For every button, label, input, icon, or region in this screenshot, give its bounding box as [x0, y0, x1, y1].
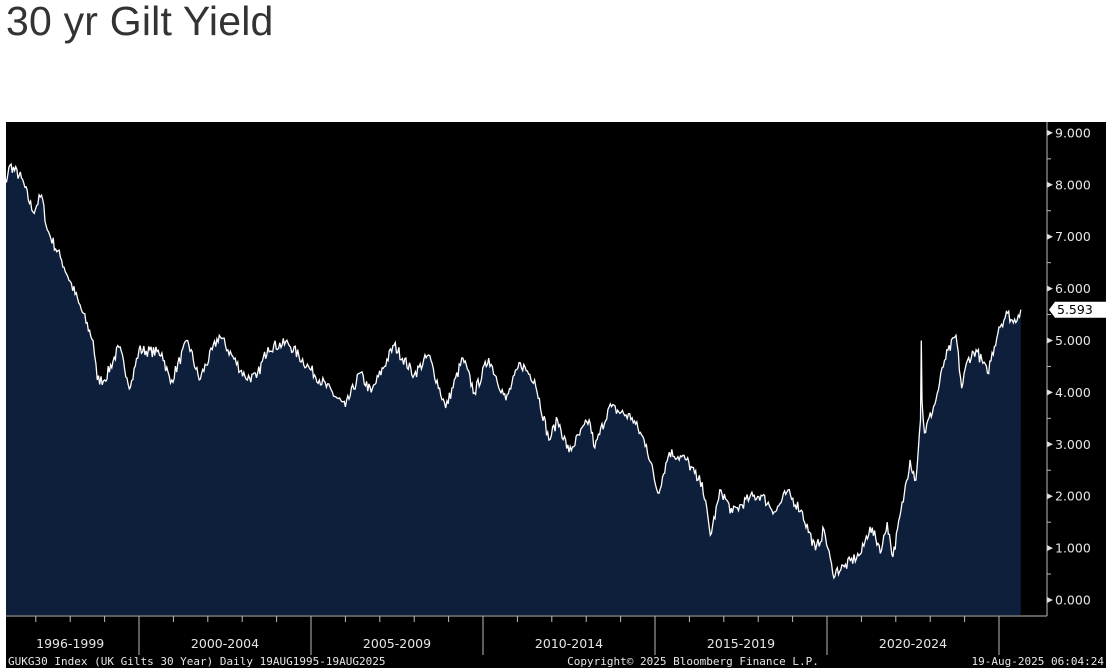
y-tick-label: 8.000	[1055, 177, 1091, 192]
plot-area	[6, 162, 1022, 615]
y-tick-mark	[1047, 597, 1053, 603]
last-value-badge	[1049, 301, 1106, 318]
x-axis: 1996-1999 2000-2004 2005-2009 2010-2014 2015…	[6, 615, 1047, 655]
y-tick-mark	[1047, 129, 1053, 136]
x-period-label: 2015-2019	[707, 636, 775, 651]
y-tick-mark	[1047, 389, 1053, 396]
y-tick-label: 2.000	[1055, 489, 1091, 504]
x-period-label: 2005-2009	[363, 636, 431, 651]
y-tick-mark	[1047, 493, 1053, 500]
y-tick-label: 1.000	[1055, 541, 1091, 556]
y-tick-mark	[1047, 181, 1053, 188]
y-tick-label: 5.000	[1055, 333, 1091, 348]
y-tick-label: 0.000	[1055, 593, 1091, 608]
x-period-label: 2010-2014	[535, 636, 603, 651]
y-tick-mark	[1047, 285, 1053, 292]
x-period-label: 2000-2004	[191, 636, 259, 651]
y-tick-mark	[1047, 545, 1053, 552]
y-tick-mark	[1047, 337, 1053, 344]
footer-copyright: Copyright© 2025 Bloomberg Finance L.P.	[567, 655, 819, 668]
y-tick-mark	[1047, 441, 1053, 448]
footer-timestamp: 19-Aug-2025 06:04:24	[972, 655, 1105, 668]
x-period-label: 1996-1999	[36, 636, 104, 651]
x-period-label: 2020-2024	[879, 636, 947, 651]
y-tick-label: 7.000	[1055, 229, 1091, 244]
yield-area	[6, 164, 1021, 615]
y-tick-label: 6.000	[1055, 281, 1091, 296]
y-tick-label: 4.000	[1055, 385, 1091, 400]
last-value-label: 5.593	[1057, 302, 1093, 317]
page-title: 30 yr Gilt Yield	[6, 0, 274, 44]
yield-line	[6, 162, 1022, 580]
y-tick-label: 3.000	[1055, 437, 1091, 452]
y-tick-label: 9.000	[1055, 125, 1091, 140]
footer-security-info: GUKG30 Index (UK Gilts 30 Year) Daily 19…	[8, 655, 386, 668]
y-tick-mark	[1047, 233, 1053, 240]
y-axis: 0.000 1.000 2.000 3.000 4.000 5.000 6.000 7.000…	[1046, 122, 1106, 616]
